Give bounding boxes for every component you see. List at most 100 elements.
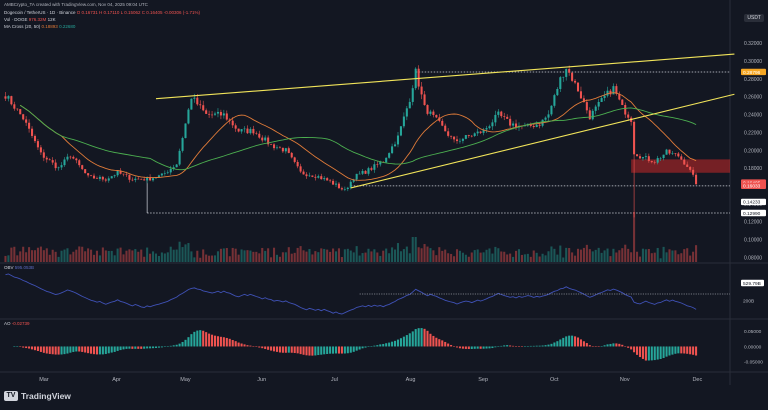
candle-body bbox=[485, 128, 488, 130]
ao-bar bbox=[281, 346, 284, 353]
volume-bar bbox=[273, 247, 276, 262]
volume-bar bbox=[22, 246, 25, 262]
volume-bar bbox=[659, 258, 662, 262]
volume-bar bbox=[157, 255, 160, 262]
candle-body bbox=[544, 117, 547, 120]
ao-bar bbox=[450, 344, 453, 347]
ao-bar bbox=[376, 345, 379, 347]
volume-bar bbox=[249, 250, 252, 262]
ao-bar bbox=[293, 346, 296, 354]
candle-body bbox=[523, 125, 526, 127]
candle-body bbox=[479, 131, 482, 133]
ao-bar bbox=[396, 339, 400, 347]
candle-body bbox=[28, 122, 31, 129]
ao-bar bbox=[222, 337, 225, 347]
candle-body bbox=[641, 157, 644, 159]
ao-bar bbox=[547, 344, 550, 347]
volume-bar bbox=[66, 248, 69, 262]
volume-bar bbox=[160, 252, 163, 262]
ao-bar bbox=[538, 345, 541, 347]
candle-body bbox=[550, 105, 553, 115]
ao-label[interactable]: AO bbox=[4, 321, 11, 326]
volume-bar bbox=[299, 246, 302, 262]
price-label-bg bbox=[741, 182, 766, 190]
candle-body bbox=[482, 129, 485, 133]
candle-body bbox=[600, 98, 603, 102]
ao-bar bbox=[444, 341, 447, 347]
ao-bar bbox=[243, 344, 246, 347]
candle-body bbox=[402, 116, 405, 127]
candle-body bbox=[665, 149, 668, 155]
volume-bar bbox=[349, 250, 352, 262]
volume-bar bbox=[340, 257, 343, 262]
obv-label[interactable]: OBV bbox=[4, 265, 14, 270]
ao-bar bbox=[69, 346, 72, 353]
ao-bar bbox=[90, 346, 93, 354]
tradingview-branding[interactable]: TV TradingView bbox=[4, 391, 71, 401]
ao-bar bbox=[609, 343, 612, 347]
candle-body bbox=[48, 159, 51, 161]
ao-bar bbox=[131, 346, 134, 349]
obv-axis-label-text: 529.79B bbox=[743, 281, 761, 287]
candle-body bbox=[470, 135, 473, 137]
volume-bar bbox=[615, 252, 618, 262]
volume-bar bbox=[163, 253, 166, 262]
candle-body bbox=[287, 148, 290, 153]
price-label: 0.12990 bbox=[741, 209, 766, 217]
candle-body bbox=[296, 161, 299, 167]
ao-bar bbox=[134, 346, 137, 349]
candle-body bbox=[31, 128, 34, 136]
ao-bar bbox=[252, 346, 255, 347]
ao-bar bbox=[31, 346, 34, 350]
candle-body bbox=[98, 176, 101, 179]
volume-bar bbox=[54, 251, 57, 262]
volume-bar bbox=[476, 249, 479, 262]
ao-bar bbox=[125, 346, 128, 349]
candle-body bbox=[166, 172, 169, 174]
candle-body bbox=[650, 160, 653, 163]
ao-bar bbox=[326, 346, 329, 354]
x-tick-label: Sep bbox=[478, 377, 488, 383]
candle-body bbox=[432, 111, 435, 115]
volume-bar bbox=[332, 248, 335, 262]
volume-bar bbox=[695, 245, 698, 262]
legend-symbol[interactable]: Dogecoin / TetherUS · 1D · Binance bbox=[4, 10, 76, 15]
ao-bar bbox=[81, 346, 84, 352]
candle-body bbox=[72, 156, 75, 159]
volume-bar bbox=[450, 253, 453, 262]
candle-body bbox=[515, 123, 518, 128]
volume-bar bbox=[432, 250, 435, 262]
candle-body bbox=[60, 165, 63, 168]
volume-bar bbox=[689, 255, 692, 262]
legend-volume-label[interactable]: Vol · DOGE bbox=[4, 17, 28, 22]
candle-body bbox=[364, 170, 367, 174]
candle-body bbox=[169, 168, 172, 173]
volume-bar bbox=[125, 250, 128, 262]
candle-body bbox=[231, 120, 234, 126]
ao-bar bbox=[349, 346, 352, 353]
legend-ma-label[interactable]: MA Cross (20, 50) bbox=[4, 24, 41, 29]
volume-bar bbox=[638, 256, 642, 262]
volume-bar bbox=[343, 249, 346, 262]
candle-body bbox=[391, 146, 394, 154]
ao-bar bbox=[216, 336, 219, 347]
ao-bar bbox=[78, 346, 81, 352]
volume-bar bbox=[140, 249, 143, 262]
candle-body bbox=[591, 110, 594, 120]
obv-axis-label-text: 200B bbox=[743, 298, 754, 304]
quote-currency-badge[interactable]: USDT bbox=[744, 14, 764, 22]
candle-body bbox=[579, 91, 582, 99]
candle-body bbox=[143, 179, 146, 181]
price-label: 0.16033 bbox=[741, 182, 766, 190]
ao-tick-label: -0.05000 bbox=[744, 360, 763, 366]
volume-bar bbox=[494, 246, 497, 262]
ao-bar bbox=[45, 346, 48, 354]
volume-bar bbox=[7, 255, 10, 262]
legend-volume-extra: 12K bbox=[47, 17, 56, 22]
candle-body bbox=[349, 181, 352, 188]
volume-bar bbox=[25, 252, 28, 262]
volume-bar bbox=[255, 251, 258, 262]
candle-body bbox=[36, 141, 39, 148]
ao-bar bbox=[509, 345, 512, 347]
